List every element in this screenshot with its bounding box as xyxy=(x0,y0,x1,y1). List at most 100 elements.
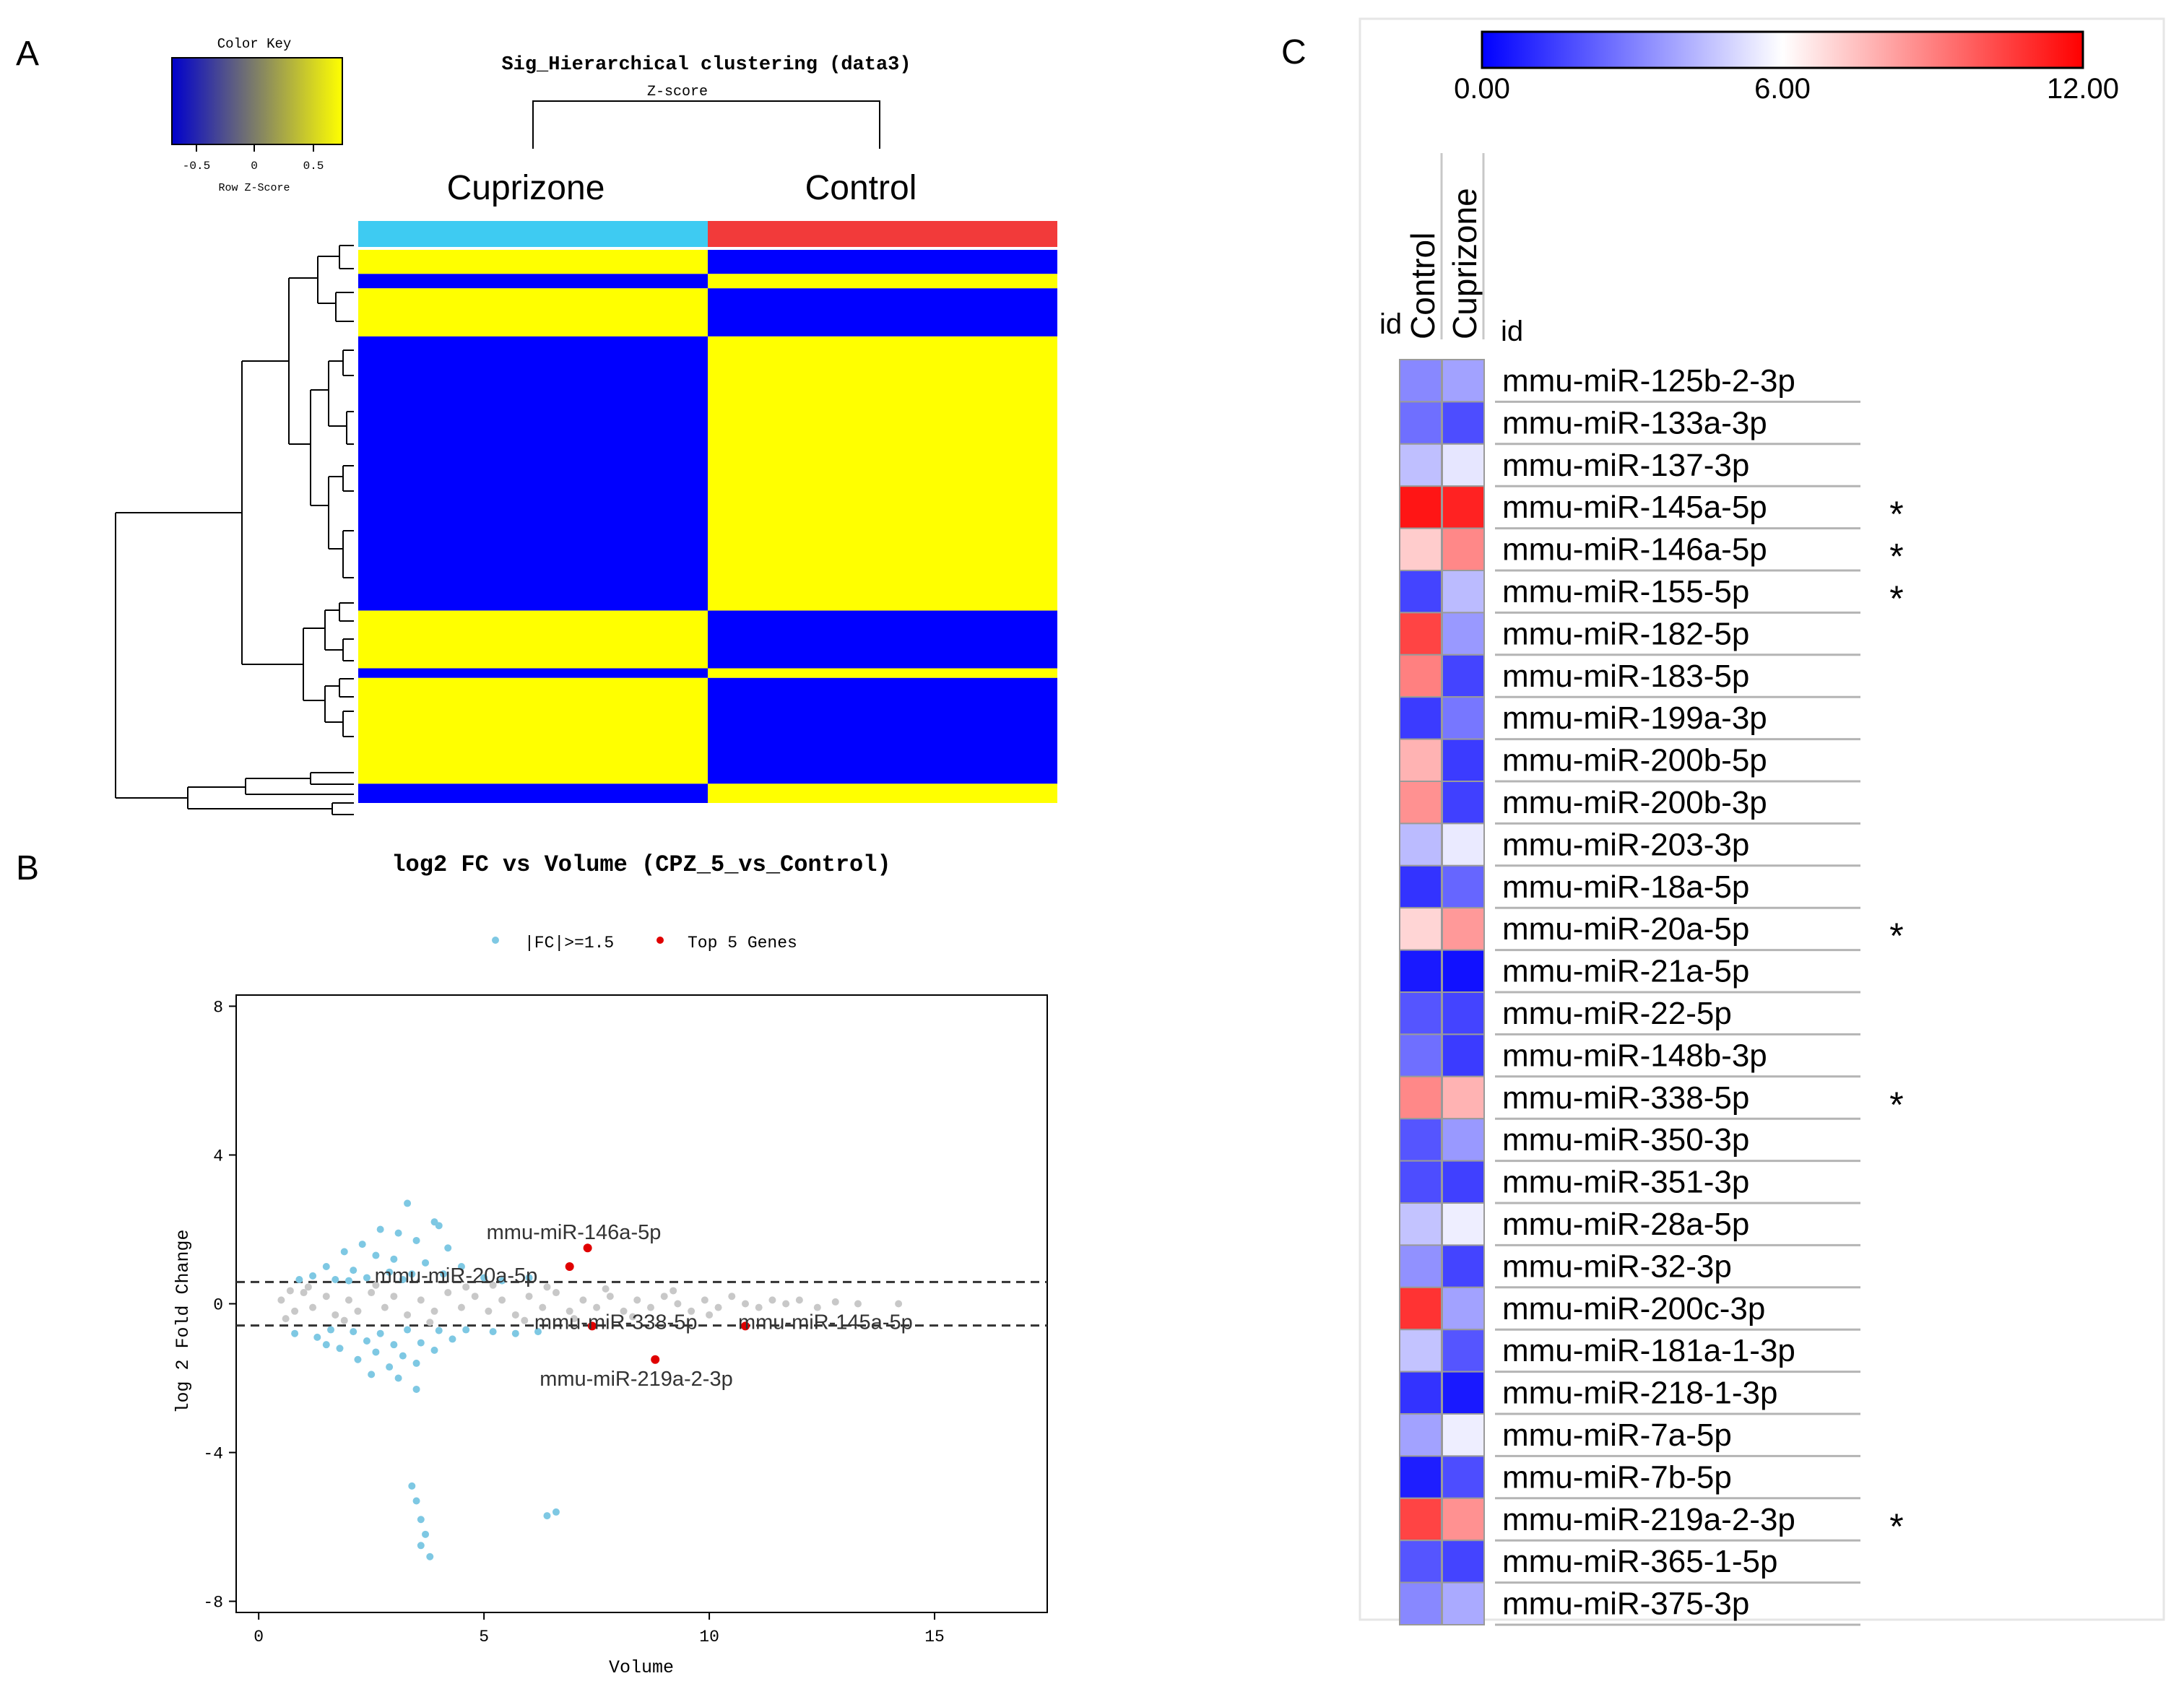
heatmap-c-cell-cuprizone xyxy=(1442,738,1485,782)
scatter-point-other xyxy=(755,1303,763,1311)
scatter-point-fc xyxy=(332,1276,339,1284)
heatmap-c-cell-cuprizone xyxy=(1442,401,1485,445)
heatmap-a-cell-cuprizone xyxy=(358,783,708,803)
heatmap-a-cell-control xyxy=(708,250,1057,274)
scatter-point-other xyxy=(309,1303,317,1311)
scatter-point-other xyxy=(340,1316,348,1324)
scatter-point-other xyxy=(521,1316,529,1324)
legend-label-fc: |FC|>=1.5 xyxy=(524,934,614,952)
x-tick-label: 10 xyxy=(699,1628,719,1646)
heatmap-a-cell-cuprizone xyxy=(358,274,708,289)
heatmap-c-cell-control xyxy=(1399,991,1442,1035)
top-gene-label: mmu-miR-145a-5p xyxy=(738,1311,913,1334)
heatmap-c-cell-cuprizone xyxy=(1442,359,1485,403)
cuprizone-group-bar xyxy=(358,221,708,247)
heatmap-c-row-label: mmu-miR-181a-1-3p xyxy=(1502,1333,1795,1368)
y-tick-label: 0 xyxy=(213,1296,223,1315)
heatmap-a-cell-control xyxy=(708,677,1057,784)
scatter-point-fc xyxy=(368,1371,376,1378)
scatter-point-other xyxy=(552,1289,560,1297)
scatter-point-fc xyxy=(489,1328,497,1336)
top-gene-label: mmu-miR-146a-5p xyxy=(487,1221,662,1244)
scatter-point-other xyxy=(606,1293,614,1301)
scatter-point-fc xyxy=(408,1482,416,1490)
heatmap-c-cell-control xyxy=(1399,1455,1442,1499)
scatter-point-other xyxy=(854,1300,862,1308)
heatmap-c-row-label: mmu-miR-21a-5p xyxy=(1502,954,1749,989)
scatter-point-fc xyxy=(412,1236,420,1244)
panel-label-b: B xyxy=(16,849,39,887)
scatter-point-other xyxy=(813,1303,821,1311)
scatter-point-other xyxy=(539,1303,547,1311)
scatter-point-fc xyxy=(408,1270,416,1278)
scatter-point-other xyxy=(457,1303,465,1311)
heatmap-c-cell-control xyxy=(1399,738,1442,782)
color-key-xlabel: Row Z-Score xyxy=(218,182,290,194)
heatmap-c-cell-control xyxy=(1399,1033,1442,1077)
x-tick-label: 15 xyxy=(924,1628,945,1646)
scatter-point-fc xyxy=(363,1337,370,1345)
heatmap-c-cell-cuprizone xyxy=(1442,1371,1485,1415)
scatter-point-fc xyxy=(412,1359,420,1367)
scatter-point-fc xyxy=(422,1530,430,1538)
scatter-point-fc xyxy=(386,1363,394,1371)
heatmap-c-cell-cuprizone xyxy=(1442,1455,1485,1499)
scatter-point-other xyxy=(344,1296,352,1304)
scatter-point-fc xyxy=(435,1327,443,1334)
heatmap-c-row-label: mmu-miR-219a-2-3p xyxy=(1502,1502,1795,1537)
heatmap-c-cell-cuprizone xyxy=(1442,1286,1485,1331)
heatmap-a-cell-control xyxy=(708,336,1057,611)
heatmap-c-row-label: mmu-miR-199a-3p xyxy=(1502,700,1767,736)
heatmap-c-cell-control xyxy=(1399,1286,1442,1331)
scatter-point-top-gene xyxy=(565,1262,574,1271)
heatmap-a-cell-control xyxy=(708,288,1057,337)
color-key-title: Color Key xyxy=(217,36,292,52)
heatmap-c-cell-control xyxy=(1399,359,1442,403)
scatter-axes: 0 5 10 15 8 4 0 -4 -8 xyxy=(203,998,1047,1646)
scatter-point-other xyxy=(570,1315,578,1323)
scatter-xlabel: Volume xyxy=(609,1657,674,1678)
heatmap-c-cell-cuprizone xyxy=(1442,612,1485,656)
heatmap-c-cell-cuprizone xyxy=(1442,443,1485,487)
scatter-point-other xyxy=(286,1287,294,1295)
scatter-point-fc xyxy=(376,1225,384,1233)
significance-marker: * xyxy=(1889,494,1903,534)
scatter-point-other xyxy=(372,1281,380,1289)
heatmap-c-row-label: mmu-miR-125b-2-3p xyxy=(1502,363,1795,399)
heatmap-c-cell-cuprizone xyxy=(1442,822,1485,867)
scatter-points: mmu-miR-146a-5p mmu-miR-20a-5p mmu-miR-338… xyxy=(277,1199,913,1560)
scatter-point-fc xyxy=(376,1329,384,1337)
significance-marker: * xyxy=(1889,1085,1903,1125)
heatmap-c-cell-cuprizone xyxy=(1442,1497,1485,1542)
panel-c: C 0.00 6.00 12.00 id Control Cuprizone i… xyxy=(1281,17,2165,1626)
scatter-point-other xyxy=(714,1303,722,1311)
heatmap-a-column-label: Cuprizone xyxy=(447,169,605,207)
heatmap-a-cell-control xyxy=(708,668,1057,678)
heatmap-c-row-label: mmu-miR-7a-5p xyxy=(1502,1417,1732,1453)
heatmap-c-cell-control xyxy=(1399,949,1442,993)
scale-min-label: 0.00 xyxy=(1454,73,1510,105)
heatmap-c-cell-control xyxy=(1399,1118,1442,1162)
heatmap-c-cell-control xyxy=(1399,781,1442,825)
heatmap-c-row-label: mmu-miR-22-5p xyxy=(1502,996,1732,1031)
significance-marker: * xyxy=(1889,537,1903,577)
scatter-point-other xyxy=(368,1289,376,1297)
scatter-point-fc xyxy=(552,1508,560,1516)
scatter-point-other xyxy=(782,1300,790,1308)
heatmap-c-cell-control xyxy=(1399,401,1442,445)
scatter-point-fc xyxy=(340,1248,348,1256)
legend-marker-fc xyxy=(492,937,499,944)
x-tick-label: 0 xyxy=(254,1628,264,1646)
scatter-point-other xyxy=(381,1303,389,1311)
scatter-title: log2 FC vs Volume (CPZ_5_vs_Control) xyxy=(391,851,890,878)
heatmap-c-row-label: mmu-miR-148b-3p xyxy=(1502,1038,1767,1073)
scatter-point-other xyxy=(304,1283,312,1291)
y-tick-label: 4 xyxy=(213,1147,223,1165)
scatter-point-other xyxy=(489,1281,497,1289)
scatter-point-other xyxy=(471,1293,479,1301)
scatter-point-fc xyxy=(309,1272,317,1280)
panel-c-border xyxy=(1358,17,2165,1621)
scatter-point-other xyxy=(354,1307,362,1315)
scatter-point-other xyxy=(390,1293,398,1301)
column-label-cuprizone: Cuprizone xyxy=(1446,188,1483,339)
